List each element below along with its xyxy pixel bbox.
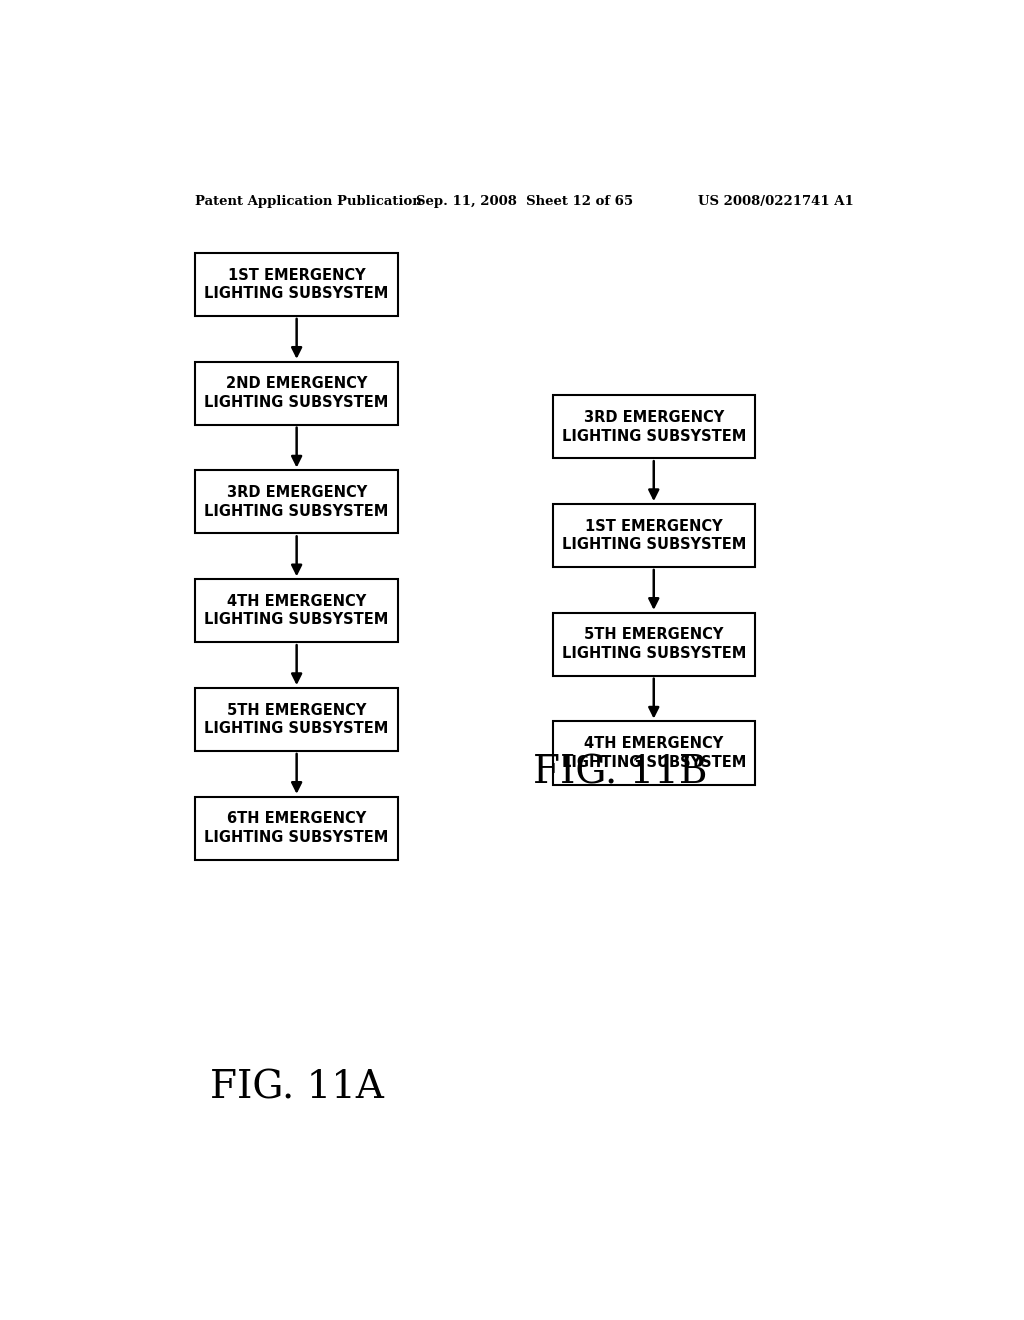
Text: 4TH EMERGENCY
LIGHTING SUBSYSTEM: 4TH EMERGENCY LIGHTING SUBSYSTEM xyxy=(205,594,389,627)
Text: 1ST EMERGENCY
LIGHTING SUBSYSTEM: 1ST EMERGENCY LIGHTING SUBSYSTEM xyxy=(561,519,745,552)
FancyBboxPatch shape xyxy=(553,722,755,784)
Text: US 2008/0221741 A1: US 2008/0221741 A1 xyxy=(698,194,854,207)
FancyBboxPatch shape xyxy=(196,797,397,859)
Text: 1ST EMERGENCY
LIGHTING SUBSYSTEM: 1ST EMERGENCY LIGHTING SUBSYSTEM xyxy=(205,268,389,301)
FancyBboxPatch shape xyxy=(553,395,755,458)
Text: Sep. 11, 2008  Sheet 12 of 65: Sep. 11, 2008 Sheet 12 of 65 xyxy=(416,194,634,207)
FancyBboxPatch shape xyxy=(196,688,397,751)
Text: 2ND EMERGENCY
LIGHTING SUBSYSTEM: 2ND EMERGENCY LIGHTING SUBSYSTEM xyxy=(205,376,389,411)
FancyBboxPatch shape xyxy=(196,253,397,315)
Text: Patent Application Publication: Patent Application Publication xyxy=(196,194,422,207)
Text: 5TH EMERGENCY
LIGHTING SUBSYSTEM: 5TH EMERGENCY LIGHTING SUBSYSTEM xyxy=(205,702,389,737)
Text: 6TH EMERGENCY
LIGHTING SUBSYSTEM: 6TH EMERGENCY LIGHTING SUBSYSTEM xyxy=(205,812,389,845)
Text: FIG. 11A: FIG. 11A xyxy=(210,1071,384,1107)
FancyBboxPatch shape xyxy=(553,504,755,568)
Text: FIG. 11B: FIG. 11B xyxy=(532,755,708,792)
Text: 4TH EMERGENCY
LIGHTING SUBSYSTEM: 4TH EMERGENCY LIGHTING SUBSYSTEM xyxy=(561,737,745,770)
Text: 3RD EMERGENCY
LIGHTING SUBSYSTEM: 3RD EMERGENCY LIGHTING SUBSYSTEM xyxy=(205,486,389,519)
Text: 5TH EMERGENCY
LIGHTING SUBSYSTEM: 5TH EMERGENCY LIGHTING SUBSYSTEM xyxy=(561,627,745,661)
FancyBboxPatch shape xyxy=(196,362,397,425)
Text: 3RD EMERGENCY
LIGHTING SUBSYSTEM: 3RD EMERGENCY LIGHTING SUBSYSTEM xyxy=(561,411,745,444)
FancyBboxPatch shape xyxy=(196,579,397,643)
FancyBboxPatch shape xyxy=(553,612,755,676)
FancyBboxPatch shape xyxy=(196,470,397,533)
